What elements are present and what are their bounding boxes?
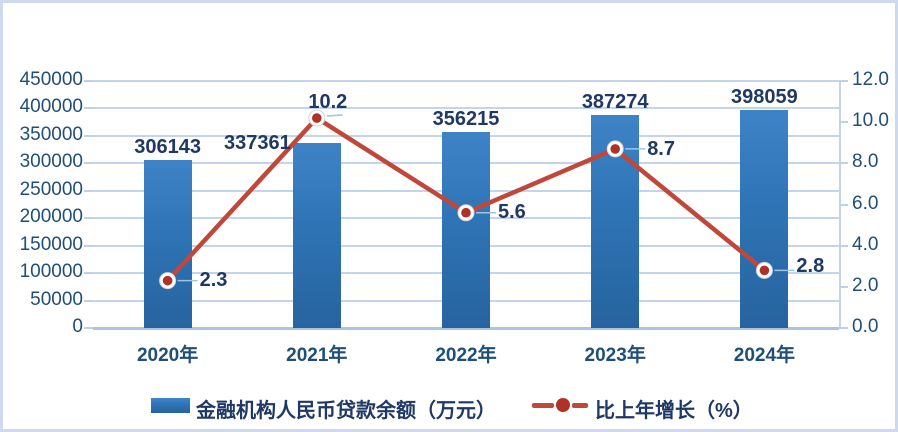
y-axis-tick-label: 300000 xyxy=(19,151,83,173)
y-axis-tick xyxy=(84,299,93,302)
legend-label-growth: 比上年增长（%） xyxy=(595,400,753,422)
y2-axis-tick-label: 4.0 xyxy=(852,233,879,255)
y2-axis-tick xyxy=(839,80,848,82)
y-axis-tick-label: 0 xyxy=(72,316,83,337)
y-axis-tick xyxy=(84,327,93,329)
y2-axis-tick-label: 2.0 xyxy=(852,274,879,296)
y-axis-tick-label: 400000 xyxy=(19,96,83,118)
bar-value-label: 337361 xyxy=(224,131,291,154)
y-axis-tick xyxy=(84,107,93,110)
y-axis-tick xyxy=(84,217,93,220)
bar-2020年 xyxy=(143,159,192,328)
y2-axis-tick-label: 6.0 xyxy=(852,192,879,214)
y2-axis-tick xyxy=(839,285,848,288)
y-axis-tick xyxy=(84,162,93,165)
y-axis-tick xyxy=(84,189,93,192)
y2-axis-tick-label: 12.0 xyxy=(852,69,889,90)
x-axis-label: 2023年 xyxy=(584,345,646,366)
line-value-label: 5.6 xyxy=(498,200,526,223)
x-axis-label: 2021年 xyxy=(286,345,348,366)
y-axis-tick-label: 450000 xyxy=(19,69,83,90)
y2-axis-tick-label: 10.0 xyxy=(852,110,889,132)
y-axis-tick xyxy=(84,80,93,82)
y2-axis-tick xyxy=(839,327,848,329)
data-label-leader xyxy=(326,114,343,117)
y-axis-tick-label: 350000 xyxy=(19,123,83,145)
legend-label-loans: 金融机构人民币贷款余额（万元） xyxy=(196,400,496,422)
gridline xyxy=(93,107,839,110)
gridline xyxy=(93,80,839,82)
gridline xyxy=(93,327,839,330)
line-value-label: 10.2 xyxy=(308,91,348,114)
y-axis-tick-label: 200000 xyxy=(19,206,83,228)
bar-value-label: 398059 xyxy=(731,85,798,108)
bar-2021年 xyxy=(292,142,341,328)
y-axis-tick-label: 100000 xyxy=(19,261,83,283)
bar-value-label: 387274 xyxy=(581,91,649,114)
y2-axis-tick xyxy=(839,203,848,206)
frame-accent-top xyxy=(7,0,898,3)
line-value-label: 2.3 xyxy=(199,268,228,291)
y-axis-tick xyxy=(84,244,93,247)
y-axis-tick-label: 250000 xyxy=(19,178,83,200)
y2-axis-tick xyxy=(839,162,848,165)
y2-axis-tick-label: 0.0 xyxy=(852,316,879,337)
legend-bar-swatch-icon xyxy=(151,398,190,413)
y2-axis-tick xyxy=(839,244,848,247)
x-axis-label: 2022年 xyxy=(435,345,497,366)
bar-2022年 xyxy=(442,132,490,328)
y2-axis-tick-label: 8.0 xyxy=(852,151,879,173)
x-axis-label: 2020年 xyxy=(136,345,199,366)
legend-line-segment-icon xyxy=(572,403,588,408)
y-axis-tick xyxy=(84,134,93,137)
line-marker xyxy=(312,113,322,123)
x-axis-label: 2024年 xyxy=(733,345,796,366)
y2-axis-tick xyxy=(839,121,848,124)
bar-2024年 xyxy=(740,109,789,328)
legend-line-dot-icon xyxy=(556,398,570,412)
line-value-label: 2.8 xyxy=(796,255,825,278)
line-value-label: 8.7 xyxy=(647,137,675,160)
y-axis-tick-label: 150000 xyxy=(19,233,83,255)
legend-line-segment-icon xyxy=(532,403,554,408)
y-axis-tick xyxy=(84,272,93,275)
bar-value-label: 356215 xyxy=(432,108,500,131)
bar-2023年 xyxy=(591,115,640,328)
y-axis-tick-label: 50000 xyxy=(30,288,83,310)
